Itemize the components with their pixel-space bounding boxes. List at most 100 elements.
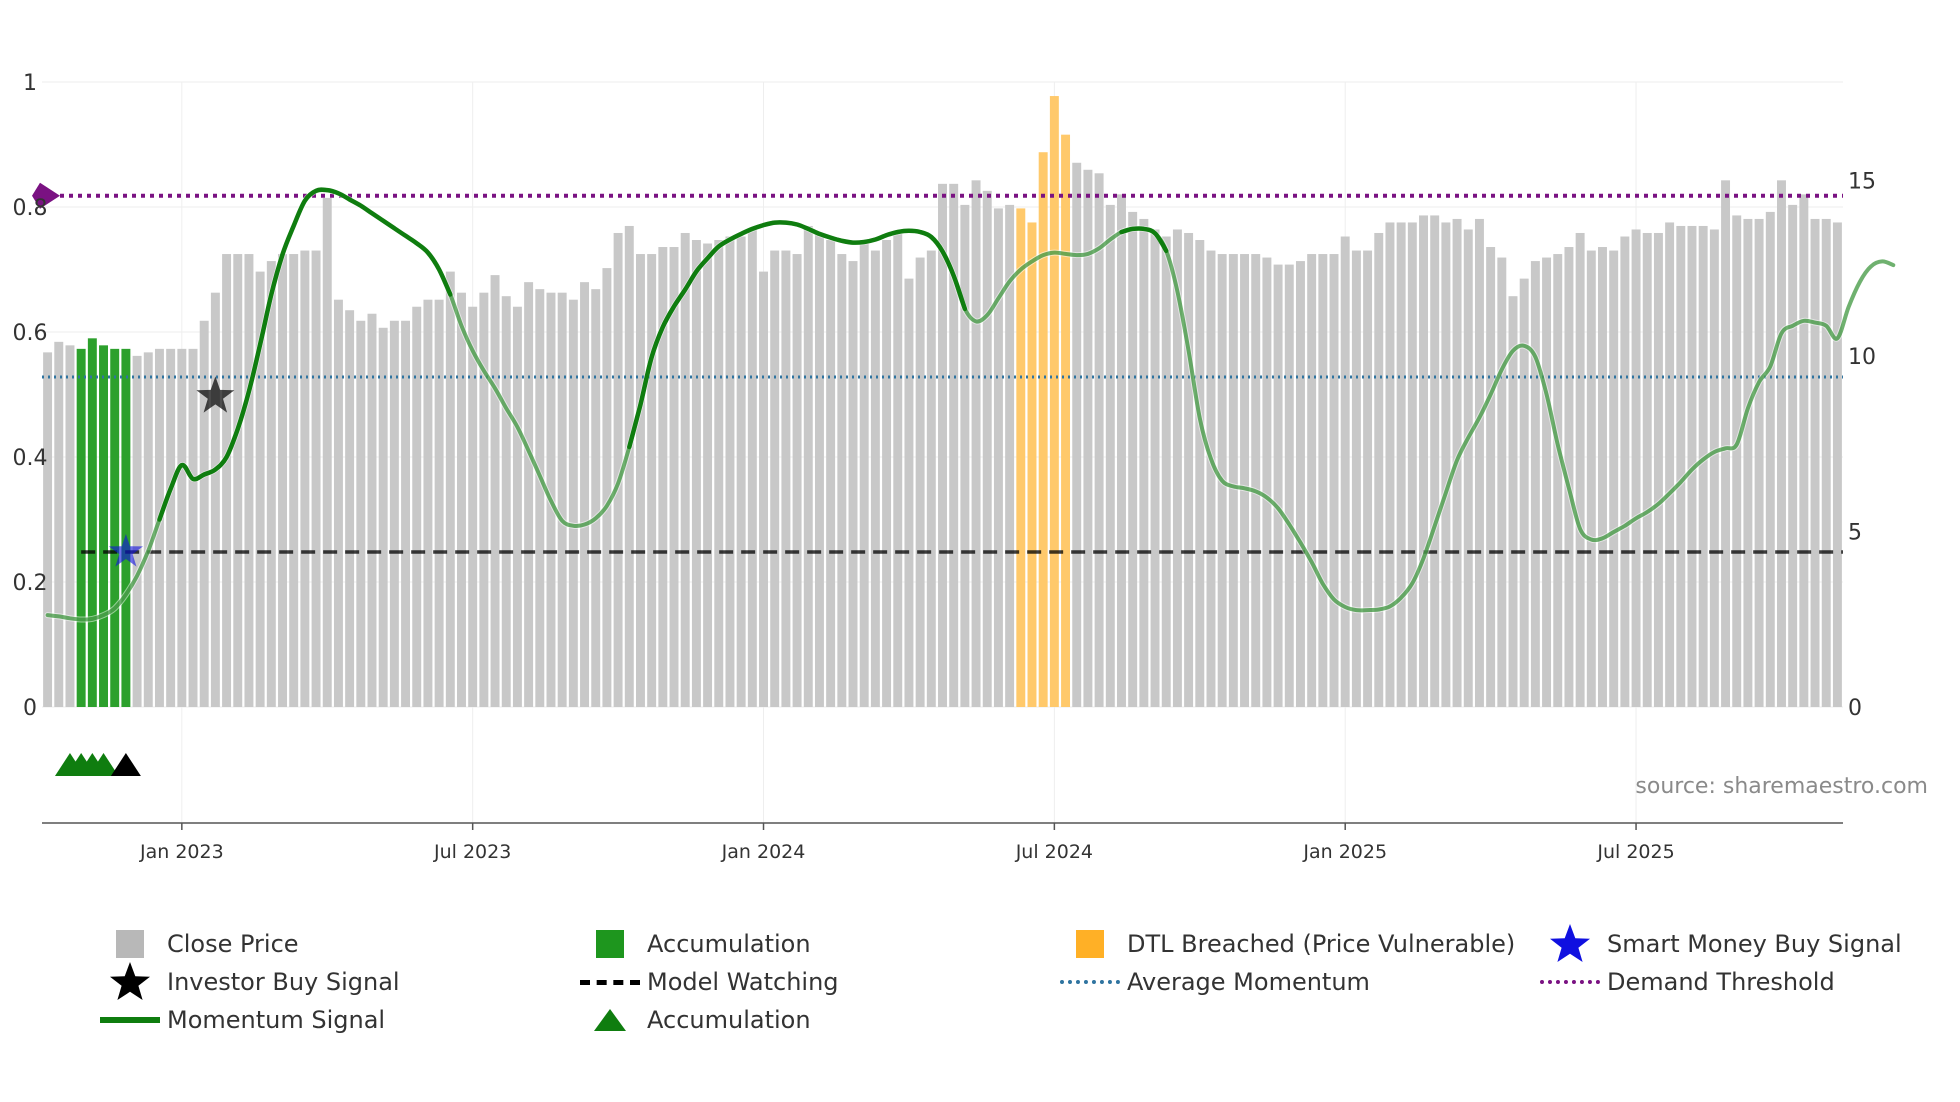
x-tick-label: Jul 2024 bbox=[1015, 841, 1093, 863]
price-bar bbox=[43, 352, 53, 707]
price-bar bbox=[714, 240, 724, 707]
right-tick-label: 0 bbox=[1848, 696, 1862, 721]
price-bar bbox=[367, 313, 377, 707]
price-bar bbox=[1072, 162, 1082, 707]
price-bar bbox=[602, 268, 612, 707]
price-bar bbox=[389, 320, 399, 707]
price-bar bbox=[1721, 180, 1731, 708]
price-bar bbox=[1273, 264, 1283, 707]
price-bar bbox=[792, 254, 802, 707]
price-bar bbox=[647, 254, 657, 707]
price-bar bbox=[1497, 257, 1507, 707]
signal-markers bbox=[54, 376, 235, 776]
price-bar bbox=[524, 282, 534, 707]
investor-buy-signal-star bbox=[196, 376, 235, 413]
price-bar bbox=[893, 232, 903, 707]
price-bar bbox=[1653, 232, 1663, 707]
price-bar bbox=[1351, 250, 1361, 708]
price-bar bbox=[512, 306, 522, 707]
price-bar bbox=[1575, 232, 1585, 707]
price-bar bbox=[1665, 222, 1675, 707]
price-bar bbox=[960, 204, 970, 708]
price-bar bbox=[1777, 180, 1786, 708]
price-bar bbox=[1821, 218, 1831, 707]
price-bar bbox=[1609, 250, 1619, 708]
price-bar bbox=[255, 271, 265, 707]
price-bar bbox=[568, 299, 578, 707]
right-tick-label: 10 bbox=[1848, 345, 1876, 370]
price-bar bbox=[613, 232, 623, 707]
price-bar bbox=[1642, 232, 1652, 707]
price-bar bbox=[143, 352, 153, 707]
price-bar bbox=[949, 183, 959, 708]
price-bar bbox=[121, 348, 131, 707]
price-bar bbox=[65, 345, 75, 707]
price-bar bbox=[1206, 250, 1216, 708]
price-bar bbox=[1832, 222, 1842, 707]
price-bar bbox=[1385, 222, 1395, 707]
price-bar bbox=[971, 180, 981, 708]
x-tick-label: Jan 2025 bbox=[1302, 841, 1387, 863]
price-bar bbox=[457, 292, 466, 707]
accumulation-marker bbox=[88, 753, 119, 776]
price-bar bbox=[188, 348, 198, 707]
price-bar bbox=[870, 250, 880, 708]
price-bar bbox=[535, 289, 545, 707]
price-bar bbox=[412, 306, 422, 707]
price-bar bbox=[166, 348, 176, 707]
price-bar bbox=[490, 275, 500, 707]
price-bar bbox=[1530, 261, 1540, 707]
price-bar bbox=[982, 190, 992, 707]
price-bar bbox=[345, 310, 355, 707]
momentum-signal-line bbox=[44, 186, 1897, 623]
price-bar bbox=[244, 254, 254, 707]
price-bar bbox=[1676, 225, 1686, 707]
momentum-line-strong bbox=[157, 187, 453, 522]
price-bar bbox=[1228, 254, 1238, 707]
x-tick-label: Jul 2025 bbox=[1596, 841, 1674, 863]
price-bar bbox=[848, 261, 858, 707]
price-bar bbox=[1027, 222, 1037, 707]
price-bar bbox=[580, 282, 590, 707]
price-bar bbox=[177, 348, 187, 707]
price-bar bbox=[1161, 236, 1171, 707]
price-bar bbox=[401, 320, 411, 707]
price-bar bbox=[1049, 96, 1059, 708]
price-bar bbox=[434, 299, 444, 707]
price-bar bbox=[882, 240, 892, 707]
price-bar bbox=[1754, 218, 1764, 707]
price-bar bbox=[1788, 204, 1798, 708]
price-bar bbox=[938, 183, 947, 708]
price-bar bbox=[468, 306, 478, 707]
price-bar bbox=[1340, 236, 1350, 707]
price-bar bbox=[624, 225, 634, 707]
price-bar bbox=[747, 229, 757, 707]
price-bar bbox=[691, 240, 701, 707]
price-bar bbox=[210, 292, 220, 707]
price-bar bbox=[837, 254, 847, 707]
price-bar bbox=[1117, 194, 1126, 707]
price-bar bbox=[1284, 264, 1294, 707]
price-bar bbox=[289, 254, 299, 707]
price-bar bbox=[1463, 229, 1473, 707]
price-bar bbox=[1318, 254, 1328, 707]
price-bar bbox=[1407, 222, 1417, 707]
price-bar bbox=[333, 299, 343, 707]
momentum-line-strong bbox=[627, 220, 968, 450]
price-bar bbox=[54, 341, 64, 707]
price-bar bbox=[1195, 240, 1205, 707]
price-bar bbox=[1743, 218, 1753, 707]
price-bar bbox=[826, 240, 836, 707]
price-bar bbox=[1105, 204, 1115, 708]
price-bar bbox=[680, 232, 690, 707]
price-bar bbox=[803, 225, 813, 707]
price-bar bbox=[669, 247, 679, 708]
price-bar bbox=[1732, 215, 1742, 707]
x-tick-label: Jan 2023 bbox=[139, 841, 224, 863]
price-bar bbox=[266, 261, 276, 707]
price-bar bbox=[1396, 222, 1406, 707]
price-bar bbox=[110, 348, 120, 707]
right-tick-label: 5 bbox=[1848, 520, 1862, 545]
price-bar bbox=[759, 271, 768, 707]
price-bar bbox=[1307, 254, 1317, 707]
